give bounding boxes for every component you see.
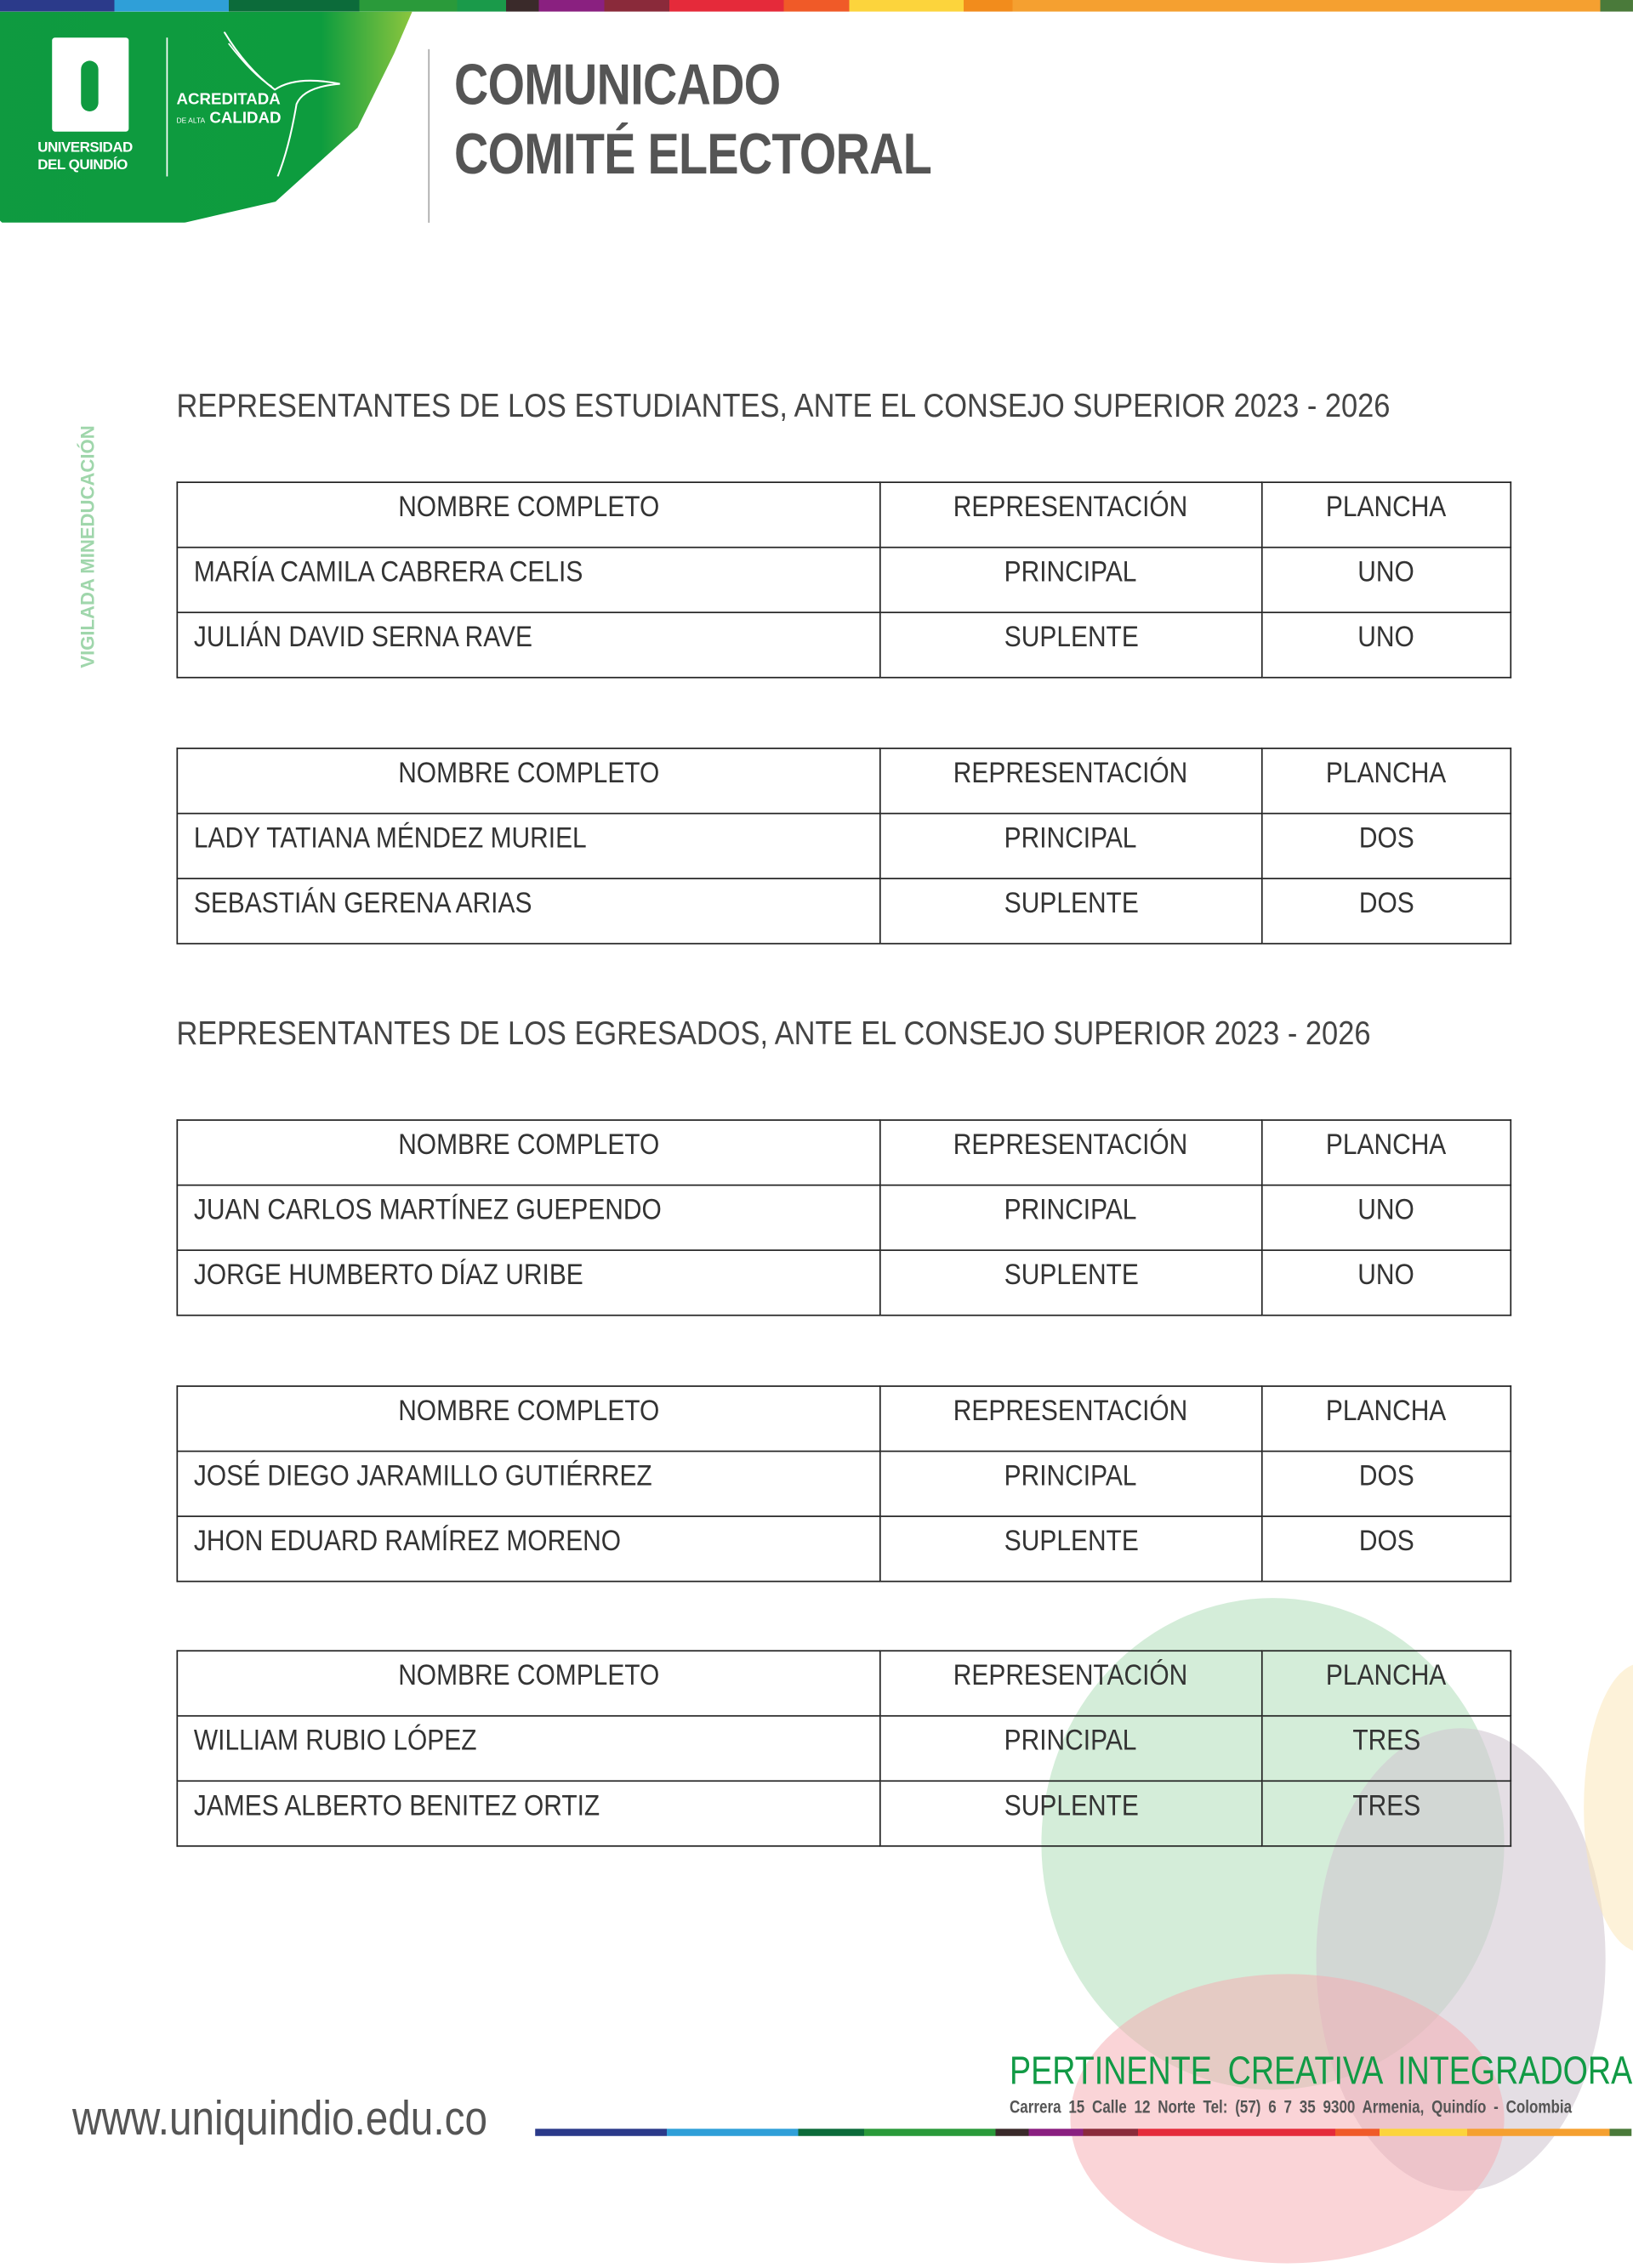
results-table: NOMBRE COMPLETO REPRESENTACIÓN PLANCHA WILL… <box>176 1650 1512 1847</box>
cell-name: LADY TATIANA MÉNDEZ MURIEL <box>176 812 881 879</box>
accreditation-line1: ACREDITADA <box>176 91 281 109</box>
top-color-bar <box>0 0 1633 12</box>
cell-slate: DOS <box>1260 878 1512 945</box>
header-role: REPRESENTACIÓN <box>879 747 1263 815</box>
university-name-line2: DEL QUINDÍO <box>37 157 128 174</box>
cell-slate: UNO <box>1260 1249 1512 1316</box>
header-role: REPRESENTACIÓN <box>879 481 1263 549</box>
cell-slate: DOS <box>1260 1515 1512 1583</box>
university-logo-icon <box>52 37 129 132</box>
cell-name: JUAN CARLOS MARTÍNEZ GUEPENDO <box>176 1184 881 1252</box>
header-name: NOMBRE COMPLETO <box>176 1119 881 1186</box>
hummingbird-icon <box>223 31 340 177</box>
section-heading-graduates: REPRESENTANTES DE LOS EGRESADOS, ANTE EL… <box>176 1014 1371 1052</box>
title-line2: COMITÉ ELECTORAL <box>453 122 932 187</box>
cell-role: SUPLENTE <box>879 1249 1263 1316</box>
table-header-row: NOMBRE COMPLETO REPRESENTACIÓN PLANCHA <box>176 1650 1512 1717</box>
cell-role: SUPLENTE <box>879 878 1263 945</box>
university-name-line1: UNIVERSIDAD <box>37 139 133 156</box>
table-row: LADY TATIANA MÉNDEZ MURIEL PRINCIPAL DOS <box>176 812 1512 879</box>
accreditation-badge: ACREDITADA DE ALTA CALIDAD <box>176 91 281 132</box>
cell-name: MARÍA CAMILA CABRERA CELIS <box>176 546 881 614</box>
accreditation-small: DE ALTA <box>176 117 206 126</box>
header-role: REPRESENTACIÓN <box>879 1650 1263 1717</box>
table-row: JAMES ALBERTO BENITEZ ORTIZ SUPLENTE TRES <box>176 1780 1512 1847</box>
footer-slogan: PERTINENTE CREATIVA INTEGRADORA <box>1010 2049 1633 2093</box>
cell-role: PRINCIPAL <box>879 1714 1263 1782</box>
results-table: NOMBRE COMPLETO REPRESENTACIÓN PLANCHA JOSÉ… <box>176 1385 1512 1583</box>
table-header-row: NOMBRE COMPLETO REPRESENTACIÓN PLANCHA <box>176 1385 1512 1452</box>
results-table: NOMBRE COMPLETO REPRESENTACIÓN PLANCHA MARÍ… <box>176 481 1512 679</box>
table-row: WILLIAM RUBIO LÓPEZ PRINCIPAL TRES <box>176 1714 1512 1782</box>
header-slate: PLANCHA <box>1260 747 1512 815</box>
bottom-color-bar <box>535 2129 1632 2136</box>
cell-role: SUPLENTE <box>879 1515 1263 1583</box>
cell-slate: UNO <box>1260 611 1512 679</box>
table-row: JORGE HUMBERTO DÍAZ URIBE SUPLENTE UNO <box>176 1249 1512 1316</box>
header-name: NOMBRE COMPLETO <box>176 1650 881 1717</box>
header-slate: PLANCHA <box>1260 1650 1512 1717</box>
cell-name: JAMES ALBERTO BENITEZ ORTIZ <box>176 1780 881 1847</box>
results-table: NOMBRE COMPLETO REPRESENTACIÓN PLANCHA JUAN… <box>176 1119 1512 1316</box>
cell-name: JHON EDUARD RAMÍREZ MORENO <box>176 1515 881 1583</box>
cell-slate: TRES <box>1260 1780 1512 1847</box>
logo-divider <box>166 37 168 177</box>
header-divider <box>428 48 430 223</box>
cell-slate: TRES <box>1260 1714 1512 1782</box>
cell-role: PRINCIPAL <box>879 546 1263 614</box>
cell-role: PRINCIPAL <box>879 812 1263 879</box>
cell-role: PRINCIPAL <box>879 1450 1263 1517</box>
header-slate: PLANCHA <box>1260 1385 1512 1452</box>
cell-name: SEBASTIÁN GERENA ARIAS <box>176 878 881 945</box>
section-heading-students: REPRESENTANTES DE LOS ESTUDIANTES, ANTE … <box>176 386 1391 424</box>
table-header-row: NOMBRE COMPLETO REPRESENTACIÓN PLANCHA <box>176 1119 1512 1186</box>
cell-slate: UNO <box>1260 546 1512 614</box>
footer-address: Carrera 15 Calle 12 Norte Tel: (57) 6 7 … <box>1010 2096 1573 2117</box>
header-name: NOMBRE COMPLETO <box>176 1385 881 1452</box>
cell-role: PRINCIPAL <box>879 1184 1263 1252</box>
header-role: REPRESENTACIÓN <box>879 1119 1263 1186</box>
accreditation-line2: CALIDAD <box>209 110 282 128</box>
title-line1: COMUNICADO <box>453 53 781 117</box>
header-slate: PLANCHA <box>1260 1119 1512 1186</box>
header-slate: PLANCHA <box>1260 481 1512 549</box>
cell-slate: UNO <box>1260 1184 1512 1252</box>
cell-slate: DOS <box>1260 812 1512 879</box>
page-title: COMUNICADO COMITÉ ELECTORAL <box>453 51 932 190</box>
results-table: NOMBRE COMPLETO REPRESENTACIÓN PLANCHA LADY… <box>176 747 1512 945</box>
cell-name: JULIÁN DAVID SERNA RAVE <box>176 611 881 679</box>
table-row: JHON EDUARD RAMÍREZ MORENO SUPLENTE DOS <box>176 1515 1512 1583</box>
cell-name: JORGE HUMBERTO DÍAZ URIBE <box>176 1249 881 1316</box>
table-row: JOSÉ DIEGO JARAMILLO GUTIÉRREZ PRINCIPAL D… <box>176 1450 1512 1517</box>
cell-name: JOSÉ DIEGO JARAMILLO GUTIÉRREZ <box>176 1450 881 1517</box>
side-label: VIGILADA MINEDUCACIÓN <box>77 425 99 668</box>
header-role: REPRESENTACIÓN <box>879 1385 1263 1452</box>
university-name: UNIVERSIDAD DEL QUINDÍO <box>37 140 133 175</box>
table-row: JULIÁN DAVID SERNA RAVE SUPLENTE UNO <box>176 611 1512 679</box>
table-header-row: NOMBRE COMPLETO REPRESENTACIÓN PLANCHA <box>176 747 1512 815</box>
table-row: MARÍA CAMILA CABRERA CELIS PRINCIPAL UNO <box>176 546 1512 614</box>
website-link[interactable]: www.uniquindio.edu.co <box>72 2091 487 2145</box>
cell-slate: DOS <box>1260 1450 1512 1517</box>
cell-role: SUPLENTE <box>879 611 1263 679</box>
table-row: SEBASTIÁN GERENA ARIAS SUPLENTE DOS <box>176 878 1512 945</box>
cell-role: SUPLENTE <box>879 1780 1263 1847</box>
header-name: NOMBRE COMPLETO <box>176 481 881 549</box>
table-header-row: NOMBRE COMPLETO REPRESENTACIÓN PLANCHA <box>176 481 1512 549</box>
header-name: NOMBRE COMPLETO <box>176 747 881 815</box>
table-row: JUAN CARLOS MARTÍNEZ GUEPENDO PRINCIPAL UN… <box>176 1184 1512 1252</box>
cell-name: WILLIAM RUBIO LÓPEZ <box>176 1714 881 1782</box>
decor-blob-pink <box>1070 1974 1505 2264</box>
